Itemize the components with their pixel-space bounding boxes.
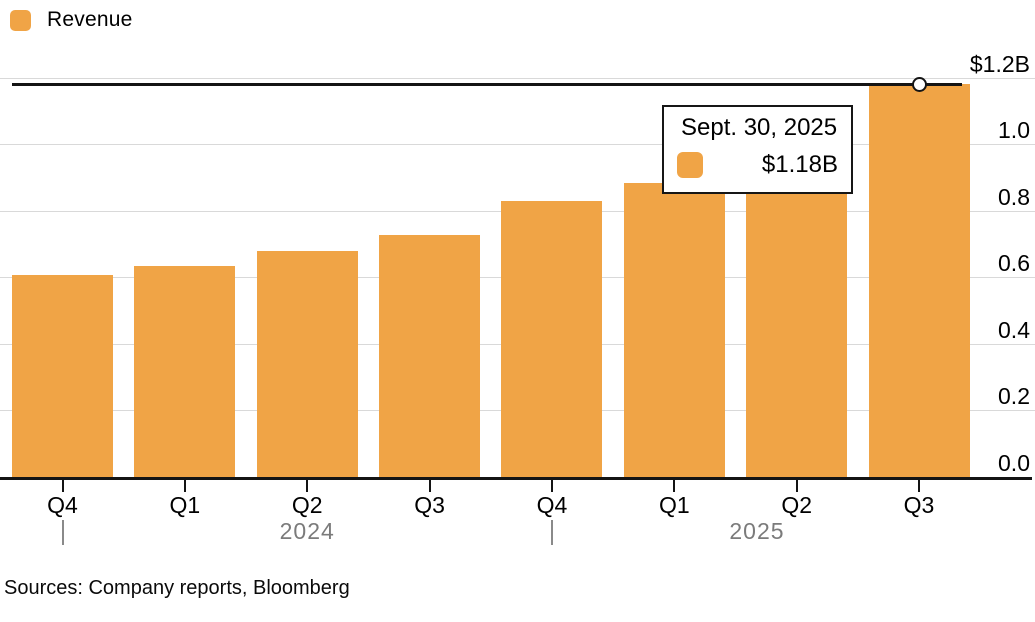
revenue-bar-q3-3[interactable]: [379, 235, 481, 477]
y-axis-tick-label: 0.2: [998, 383, 1030, 410]
x-axis-tick: [61, 479, 64, 492]
revenue-bar-q1-1[interactable]: [134, 266, 236, 477]
x-axis-tick: [550, 479, 553, 492]
tooltip-date: Sept. 30, 2025: [681, 114, 838, 141]
y-axis-tick-label: $1.2B: [969, 50, 1030, 77]
year-label: 2024: [279, 518, 335, 544]
x-axis-quarter-label: Q3: [903, 492, 935, 518]
y-axis-tick-label: 0.8: [998, 183, 1030, 210]
year-divider: [550, 520, 554, 545]
x-axis-quarter-label: Q1: [169, 492, 201, 518]
y-axis-tick-label: 0.6: [998, 250, 1030, 277]
revenue-bar-q4-0[interactable]: [12, 274, 113, 477]
y-axis-tick-label: 0.0: [998, 450, 1030, 476]
revenue-bar-q1-5[interactable]: [623, 182, 725, 477]
legend-label: Revenue: [47, 8, 133, 31]
revenue-bar-q4-4[interactable]: [501, 201, 603, 477]
revenue-bar-q2-6[interactable]: [746, 142, 848, 477]
tooltip: Sept. 30, 2025 $1.18B: [662, 105, 853, 194]
legend-swatch-icon: [10, 9, 31, 31]
y-axis-tick-label: 0.4: [998, 316, 1030, 343]
x-axis-line: [0, 477, 1032, 480]
x-axis-tick: [183, 479, 186, 492]
x-axis-tick: [795, 479, 798, 492]
legend: Revenue: [10, 8, 132, 32]
revenue-bar-q3-7[interactable]: [868, 84, 970, 477]
x-axis-quarter-label: Q1: [658, 492, 690, 518]
x-axis-quarter-label: Q4: [536, 492, 568, 518]
latest-point-marker[interactable]: [911, 76, 927, 92]
year-label: 2025: [729, 518, 785, 544]
x-axis-quarter-label: Q2: [291, 492, 323, 518]
tooltip-value: $1.18B: [761, 151, 838, 178]
x-axis-quarter-label: Q4: [47, 492, 78, 518]
year-divider: [61, 520, 64, 545]
gridline: [0, 77, 1035, 79]
sources-note: Sources: Company reports, Bloomberg: [4, 577, 350, 599]
gridline: [0, 144, 1035, 146]
x-axis-tick: [673, 479, 676, 492]
revenue-bar-q2-2[interactable]: [256, 251, 358, 477]
x-axis-tick: [306, 479, 309, 492]
y-axis-tick-label: 1.0: [998, 117, 1030, 144]
x-axis-tick: [918, 479, 921, 492]
tooltip-series-swatch-icon: [677, 152, 703, 178]
latest-value-line: [12, 83, 962, 87]
x-axis-quarter-label: Q2: [781, 492, 812, 518]
x-axis-quarter-label: Q3: [414, 492, 445, 518]
x-axis-tick: [428, 479, 431, 492]
